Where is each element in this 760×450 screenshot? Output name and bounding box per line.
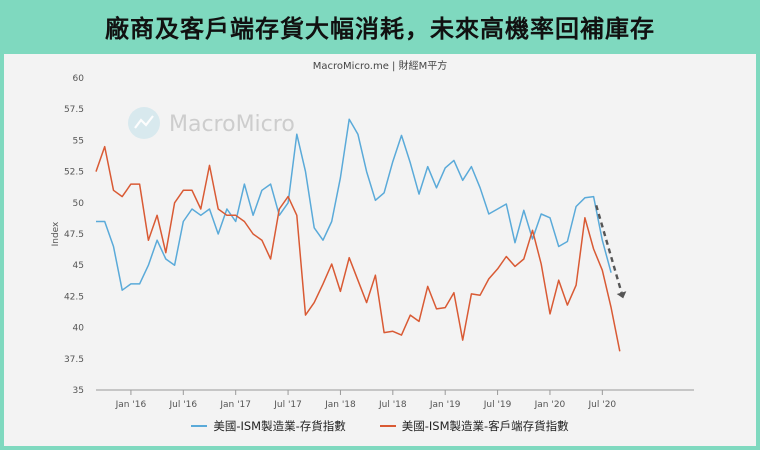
watermark-logo-mark (134, 115, 154, 129)
y-axis-title: Index (51, 221, 61, 246)
chart-panel: MacroMicro.me | 財經M平方 MacroMicro 35 37.5 4… (4, 54, 756, 446)
watermark-text: MacroMicro (169, 112, 295, 137)
trend-arrow-line (595, 204, 623, 293)
series-line-0[interactable] (96, 118, 612, 291)
x-tick-label-1: Jul '16 (168, 400, 197, 410)
x-tick-label-9: Jul '20 (588, 400, 617, 410)
legend-item-customer-inventory[interactable]: 美國-ISM製造業-客戶端存貨指數 (379, 418, 569, 434)
series-line-1[interactable] (95, 145, 621, 352)
y-tick-label-1: 37.5 (64, 355, 84, 365)
y-tick-label-0: 35 (73, 386, 84, 396)
legend-swatch-inventory (191, 425, 208, 427)
watermark: MacroMicro (128, 107, 295, 139)
page-title: 廠商及客戶端存貨大幅消耗，未來高機率回補庫存 (105, 14, 655, 43)
legend-swatch-customer-inventory (379, 425, 396, 427)
legend-item-inventory[interactable]: 美國-ISM製造業-存貨指數 (191, 418, 346, 434)
x-tick-label-2: Jan '17 (219, 400, 251, 410)
y-tick-label-3: 42.5 (64, 292, 84, 302)
y-tick-label-5: 47.5 (64, 230, 84, 240)
x-tick-label-5: Jul '18 (378, 400, 407, 410)
y-tick-label-7: 52.5 (64, 168, 84, 178)
legend-label-customer-inventory: 美國-ISM製造業-客戶端存貨指數 (401, 419, 569, 433)
y-tick-label-8: 55 (73, 136, 84, 146)
x-tick-label-6: Jan '19 (429, 400, 461, 410)
line-chart: MacroMicro 35 37.5 40 42.5 45 47.5 50 52.5 55 57.… (51, 74, 694, 410)
x-tick-label-8: Jan '20 (534, 400, 566, 410)
x-tick-label-7: Jul '19 (483, 400, 512, 410)
legend-label-inventory: 美國-ISM製造業-存貨指數 (213, 419, 346, 433)
x-tick-label-4: Jan '18 (324, 400, 356, 410)
y-tick-label-9: 57.5 (64, 105, 84, 115)
y-tick-label-2: 40 (73, 324, 85, 334)
source-label[interactable]: MacroMicro.me | 財經M平方 (312, 61, 448, 72)
y-tick-label-4: 45 (73, 261, 84, 271)
x-tick-label-3: Jul '17 (273, 400, 302, 410)
y-tick-label-6: 50 (73, 199, 85, 209)
y-tick-label-10: 60 (73, 74, 85, 84)
legend: 美國-ISM製造業-存貨指數 美國-ISM製造業-客戶端存貨指數 (4, 418, 756, 434)
x-tick-label-0: Jan '16 (115, 400, 147, 410)
trend-arrow-head-icon (616, 291, 627, 299)
header-banner: 廠商及客戶端存貨大幅消耗，未來高機率回補庫存 (0, 0, 760, 52)
